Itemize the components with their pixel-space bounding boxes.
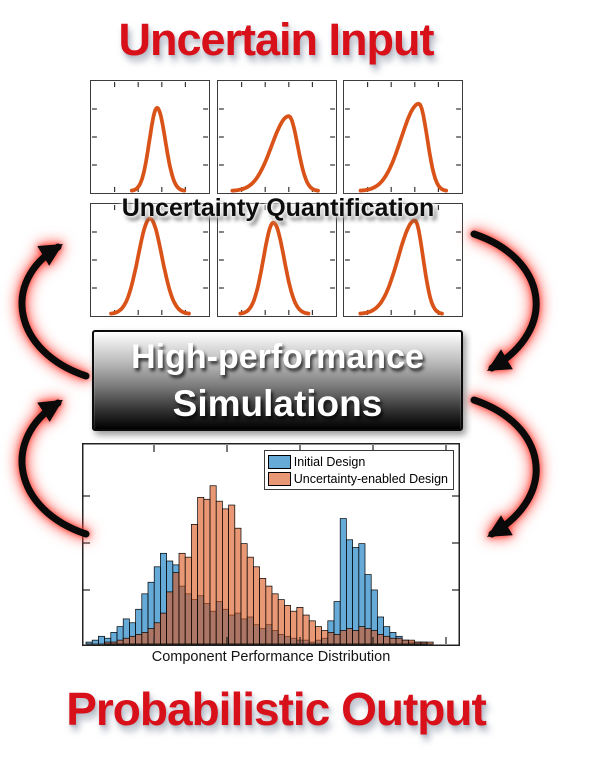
hpc-simulations-line1: High-performance — [131, 338, 424, 376]
arrow-right-bottom — [470, 396, 540, 538]
histogram-x-axis-label: Component Performance Distribution — [151, 649, 391, 665]
legend-label: Initial Design — [293, 454, 366, 469]
arrow-left-bottom — [18, 399, 90, 538]
input-plot-5 — [217, 203, 337, 317]
arrow-right-top — [470, 230, 540, 372]
legend-label: Uncertainty-enabled Design — [293, 471, 448, 486]
input-distribution-curve — [344, 205, 462, 316]
input-distribution-curve — [218, 82, 336, 193]
uncertain-input-title: Uncertain Input — [118, 14, 434, 65]
input-plot-3 — [343, 80, 463, 194]
legend-swatch-blue — [267, 454, 291, 469]
output-histogram-chart — [82, 443, 460, 646]
hpc-simulations-line2: Simulations — [172, 383, 383, 424]
input-distribution-curve — [91, 205, 209, 316]
input-plot-1 — [90, 80, 210, 194]
uncertainty-quantification-label: Uncertainty Quantification — [121, 194, 435, 222]
input-distribution-curve — [344, 82, 462, 193]
hpc-simulations-box: High-performance Simulations — [92, 330, 463, 431]
input-plot-2 — [217, 80, 337, 194]
input-distribution-curve — [91, 82, 209, 193]
legend-swatch-orange — [267, 471, 291, 486]
probabilistic-output-title: Probabilistic Output — [66, 683, 487, 735]
input-plot-6 — [343, 203, 463, 317]
input-plot-4 — [90, 203, 210, 317]
histogram-legend: Initial Design Uncertainty-enabled Desig… — [263, 450, 454, 490]
arrow-left-top — [18, 243, 90, 380]
input-distribution-curve — [218, 205, 336, 316]
legend-item-uncertainty-enabled-design: Uncertainty-enabled Design — [267, 470, 448, 487]
output-histogram-panel: Initial Design Uncertainty-enabled Desig… — [82, 443, 460, 646]
legend-item-initial-design: Initial Design — [267, 453, 448, 470]
